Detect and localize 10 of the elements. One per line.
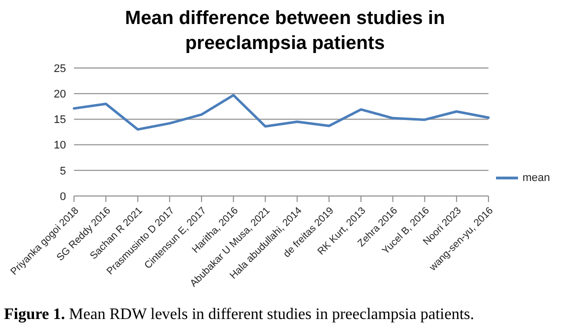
chart-title: Mean difference between studies in preeclampsia patients	[124, 7, 446, 56]
y-tick-label: 25	[54, 62, 66, 75]
y-tick-label: 5	[60, 165, 66, 178]
line-series	[72, 94, 490, 131]
y-tick-label: 10	[54, 140, 66, 152]
y-tick-label: 0	[60, 190, 66, 203]
caption: Figure 1. Mean RDW levels in different studies in preeclampsia patients.	[4, 306, 474, 324]
y-tick-label: 20	[54, 88, 66, 101]
legend-label: mean	[522, 172, 550, 184]
y-tick-label: 15	[54, 114, 66, 126]
